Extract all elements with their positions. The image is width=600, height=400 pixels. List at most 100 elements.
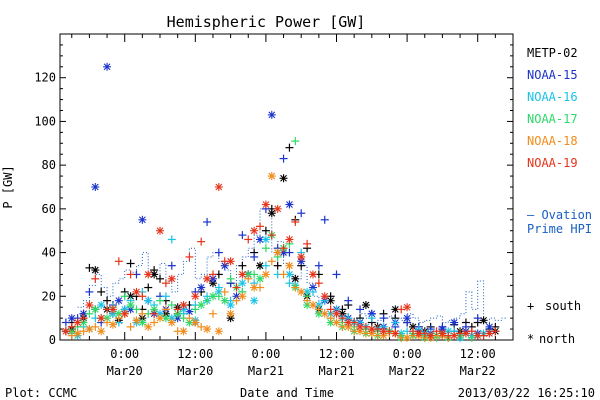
north-marker [138, 318, 147, 327]
south-marker [67, 322, 76, 331]
south-marker [85, 287, 94, 296]
south-marker [203, 217, 212, 226]
south-marker [397, 305, 406, 314]
south-marker [279, 154, 288, 163]
north-label: north [539, 332, 575, 346]
north-marker [91, 183, 100, 191]
north-marker [391, 305, 400, 314]
north-marker [367, 309, 376, 318]
south-marker [250, 252, 259, 261]
north-marker [91, 266, 100, 275]
south-marker [338, 314, 347, 323]
legend-item: METP-02 [527, 46, 578, 60]
series-noaa-16 [67, 235, 494, 342]
ovation-label-line2: Prime HPI [527, 222, 592, 236]
north-marker [250, 296, 259, 305]
south-marker [97, 287, 106, 296]
south-marker [291, 137, 300, 146]
north-marker [156, 314, 165, 323]
north-marker [167, 318, 176, 327]
x-tick-date: Mar21 [318, 364, 354, 378]
north-marker [320, 309, 329, 318]
north-marker [238, 270, 247, 279]
south-marker [79, 327, 88, 336]
south-marker [114, 257, 123, 266]
north-marker [438, 329, 447, 338]
south-marker [208, 309, 217, 318]
south-marker [197, 322, 206, 331]
north-marker [208, 292, 217, 301]
north-marker [473, 331, 482, 340]
north-marker [332, 309, 341, 318]
chart-title: Hemispheric Power [GW] [167, 13, 366, 31]
south-marker [161, 279, 170, 288]
north-marker [308, 301, 317, 310]
north-marker [179, 301, 188, 310]
north-marker [214, 327, 223, 336]
north-marker [356, 322, 365, 331]
north-marker [332, 318, 341, 327]
south-marker [473, 314, 482, 323]
south-marker [408, 327, 417, 336]
north-marker [85, 301, 94, 310]
y-tick-label: 40 [42, 246, 56, 260]
north-marker [485, 329, 494, 338]
south-marker [138, 309, 147, 318]
south-marker [150, 309, 159, 318]
north-marker [226, 309, 235, 318]
x-tick-date: Mar20 [177, 364, 213, 378]
north-marker [261, 270, 270, 279]
south-marker [267, 257, 276, 266]
y-axis-label: P [GW] [1, 165, 15, 208]
north-marker [91, 305, 100, 314]
legend-item: NOAA-18 [527, 134, 578, 148]
south-marker [238, 231, 247, 240]
x-tick-time: 12:00 [460, 347, 496, 361]
north-marker [403, 333, 412, 342]
north-marker [379, 327, 388, 336]
north-marker [220, 296, 229, 305]
south-marker [279, 270, 288, 279]
north-marker [144, 270, 153, 279]
north-marker [279, 174, 288, 183]
legend-item: NOAA-15 [527, 68, 578, 82]
satellite-markers [61, 62, 500, 342]
north-marker [85, 325, 94, 334]
north-marker [108, 305, 117, 314]
south-marker [326, 314, 335, 323]
north-marker [308, 270, 317, 279]
south-marker [79, 314, 88, 323]
south-marker [85, 263, 94, 272]
north-marker [461, 329, 470, 338]
north-marker [267, 209, 276, 218]
south-marker [320, 215, 329, 224]
north-marker [144, 322, 153, 331]
south-marker [232, 283, 241, 292]
north-marker [126, 292, 135, 301]
south-marker [161, 305, 170, 314]
x-axis: 0:00 Mar20 12:00 Mar20 0:00 Mar21 12:00 Mar21 0:… [71, 34, 496, 378]
south-marker [156, 296, 165, 305]
south-marker [261, 226, 270, 235]
south-marker [167, 301, 176, 310]
north-marker [73, 329, 82, 338]
x-tick-time: 12:00 [318, 347, 354, 361]
x-tick-date: Mar20 [107, 364, 143, 378]
north-marker [191, 318, 200, 327]
north-marker [297, 252, 306, 261]
north-marker [285, 261, 294, 270]
north-marker [132, 316, 141, 325]
south-marker [103, 318, 112, 327]
x-tick-time: 0:00 [251, 347, 280, 361]
marker-legend-south: + south [527, 299, 581, 313]
north-marker [256, 261, 265, 270]
south-marker [191, 305, 200, 314]
x-tick-date: Mar22 [389, 364, 425, 378]
north-marker [273, 248, 282, 257]
south-marker [126, 270, 135, 279]
ovation-label-line1: — Ovation [527, 208, 592, 222]
legend-item: NOAA-16 [527, 90, 578, 104]
north-marker [261, 200, 270, 209]
north-marker [414, 329, 423, 338]
